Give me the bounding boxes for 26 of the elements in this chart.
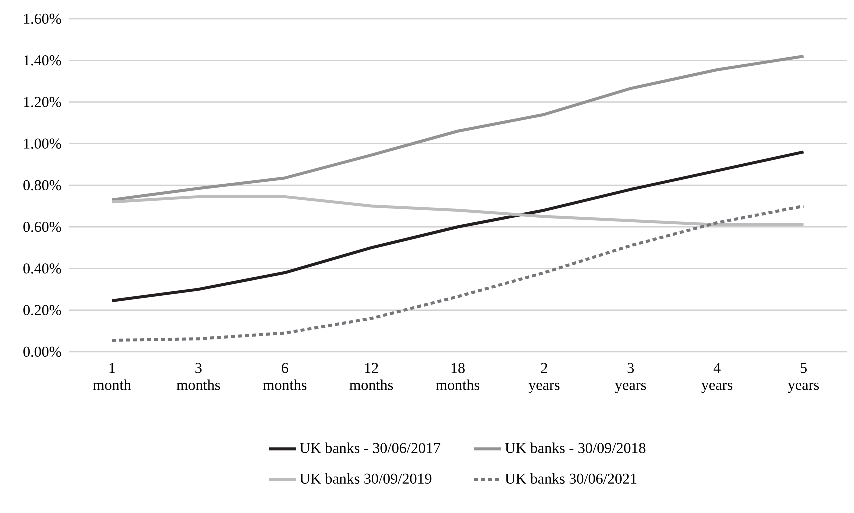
x-tick-label: 3 years xyxy=(615,363,646,394)
y-tick-label: 1.40% xyxy=(24,56,62,66)
y-tick-label: 1.60% xyxy=(24,14,62,24)
legend-label: UK banks 30/09/2019 xyxy=(300,473,432,484)
legend-label: UK banks 30/06/2021 xyxy=(505,473,637,484)
x-tick-label: 12 months xyxy=(350,363,394,390)
x-tick-label: 5 years xyxy=(788,363,820,394)
y-tick-label: 0.40% xyxy=(24,264,62,274)
y-tick-label: 1.00% xyxy=(24,138,62,149)
legend-label: UK banks - 30/06/2017 xyxy=(300,442,441,454)
y-tick-label: 0.60% xyxy=(24,222,62,232)
x-tick-label: 18 months xyxy=(436,363,480,390)
y-tick-label: 1.20% xyxy=(24,97,62,108)
y-tick-label: 0.20% xyxy=(24,305,62,316)
x-tick-label: 6 months xyxy=(263,363,307,390)
x-tick-label: 2 years xyxy=(528,363,560,394)
x-tick-label: 1 month xyxy=(93,363,132,390)
line-series xyxy=(110,195,806,227)
legend-label: UK banks - 30/09/2018 xyxy=(505,442,646,454)
x-tick-label: 3 months xyxy=(176,363,220,390)
line-series xyxy=(110,204,806,342)
line-series xyxy=(110,54,806,202)
y-tick-label: 0.80% xyxy=(24,180,62,191)
line-series xyxy=(110,150,806,302)
x-tick-label: 4 years xyxy=(702,363,733,394)
y-tick-label: 0.00% xyxy=(24,346,62,358)
